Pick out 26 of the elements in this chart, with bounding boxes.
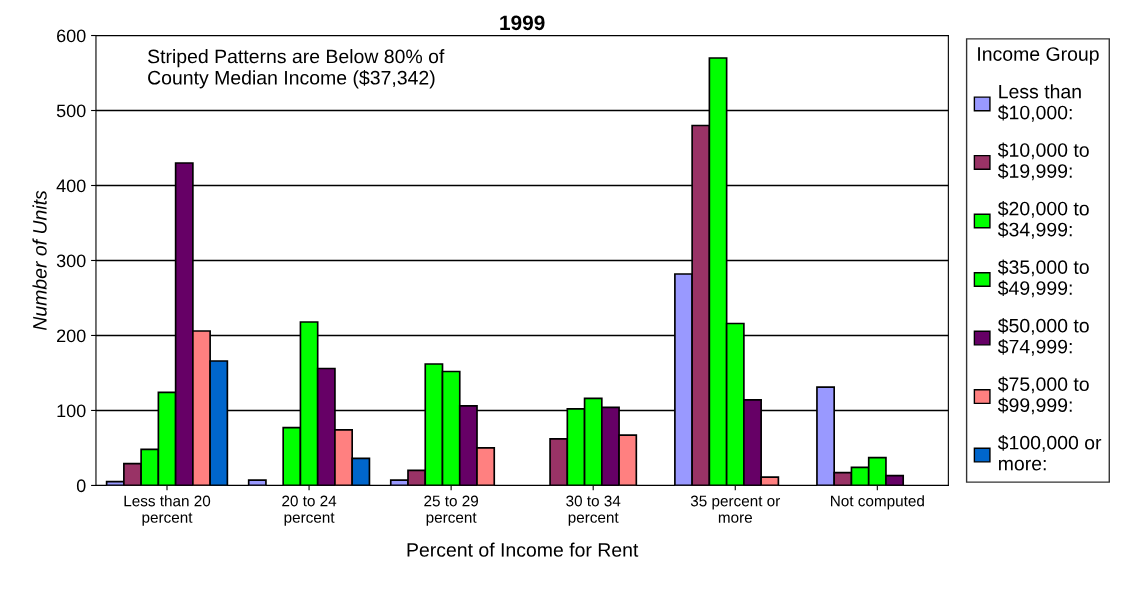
x-tick-label: Less than 20 percent bbox=[124, 495, 211, 526]
y-axis-title: Number of Units bbox=[32, 190, 47, 331]
legend-label: Less than $10,000: bbox=[997, 84, 1081, 122]
y-tick-label: 100 bbox=[57, 404, 86, 418]
legend-label: $10,000 to $19,999: bbox=[997, 142, 1089, 181]
x-tick-label: 35 percent or more bbox=[690, 495, 781, 523]
chart-title: 1999 bbox=[500, 15, 545, 31]
y-tick-label: 400 bbox=[56, 179, 86, 193]
legend-label: $20,000 to $34,999: bbox=[997, 200, 1089, 239]
legend-label: $50,000 to $74,999: bbox=[997, 317, 1089, 356]
x-tick-label: 30 to 34 percent bbox=[566, 495, 621, 526]
legend-title: Income Group bbox=[978, 47, 1099, 65]
bar bbox=[247, 479, 267, 486]
y-tick-label: 200 bbox=[57, 329, 86, 343]
y-tick-label: 500 bbox=[56, 104, 86, 118]
y-tick-label: 600 bbox=[57, 29, 86, 43]
y-tick-label: 0 bbox=[76, 479, 86, 493]
legend-label: $75,000 to $99,999: bbox=[997, 376, 1089, 415]
legend-label: $35,000 to $49,999: bbox=[997, 259, 1089, 298]
x-tick-label: 20 to 24 percent bbox=[282, 495, 337, 526]
annotation: Striped Patterns are Below 80% of County Median Income ($37,342) bbox=[147, 49, 445, 89]
x-axis-title: Percent of Income for Rent bbox=[407, 542, 639, 557]
y-tick-label: 300 bbox=[56, 254, 86, 268]
x-tick-label: 25 to 29 percent bbox=[424, 495, 479, 526]
legend-label: $100,000 or more: bbox=[997, 434, 1102, 471]
x-tick-label: Not computed bbox=[831, 495, 924, 510]
